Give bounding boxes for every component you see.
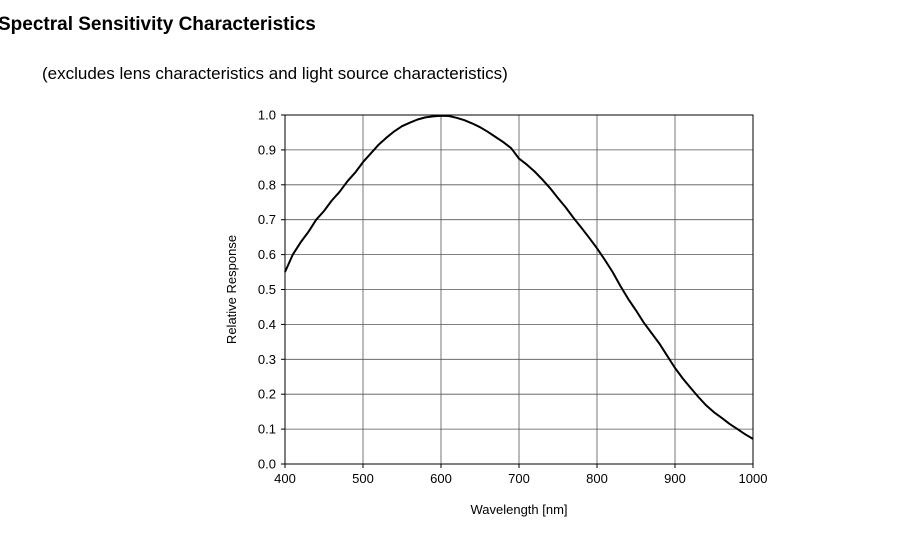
chart-grid <box>281 114 754 468</box>
y-tick-label: 0.2 <box>258 387 276 402</box>
y-tick-label: 0.4 <box>258 317 276 332</box>
response-curve <box>284 114 754 440</box>
x-tick-label: 600 <box>430 471 452 486</box>
y-tick-label: 0.5 <box>258 282 276 297</box>
y-tick-label: 0.1 <box>258 422 276 437</box>
y-tick-label: 1.0 <box>258 108 276 123</box>
y-tick-label: 0.9 <box>258 142 276 157</box>
y-tick-label: 0.0 <box>258 457 276 472</box>
y-tick-label: 0.6 <box>258 247 276 262</box>
x-tick-label: 500 <box>352 471 374 486</box>
x-tick-label: 800 <box>586 471 608 486</box>
y-tick-label: 0.3 <box>258 352 276 367</box>
x-tick-label: 900 <box>664 471 686 486</box>
x-tick-label: 700 <box>508 471 530 486</box>
chart-tick-labels: 400 500 600 700 800 900 1000 0.0 0.1 0.2 0.3 0.4 0.5… <box>258 108 768 487</box>
y-tick-label: 0.8 <box>258 177 276 192</box>
page-title: Spectral Sensitivity Characteristics <box>0 14 316 35</box>
y-tick-label: 0.7 <box>258 212 276 227</box>
x-tick-label: 1000 <box>739 471 768 486</box>
chart-series <box>284 114 754 440</box>
plot-frame <box>284 114 754 465</box>
y-axis-label: Relative Response <box>224 235 239 344</box>
x-axis-label: Wavelength [nm] <box>470 502 567 517</box>
page-subtitle: (excludes lens characteristics and light… <box>42 64 508 83</box>
x-tick-label: 400 <box>274 471 296 486</box>
